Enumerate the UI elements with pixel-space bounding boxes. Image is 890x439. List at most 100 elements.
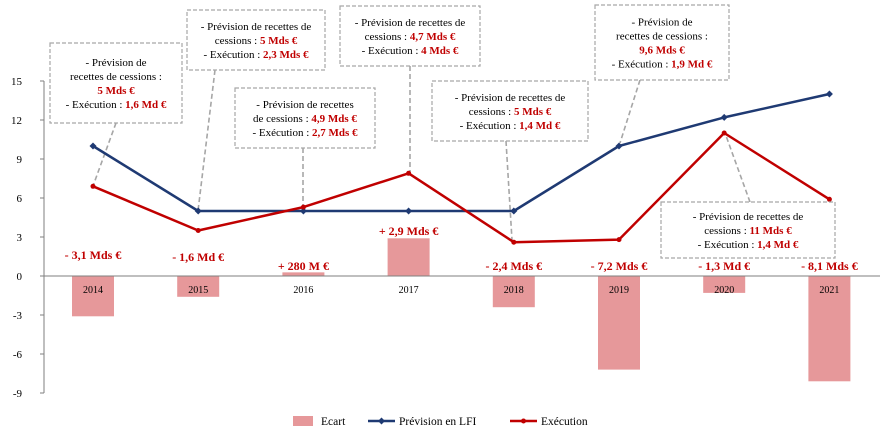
annotation-line: - Prévision de [85, 57, 146, 69]
ecart-bar-2020 [703, 276, 746, 293]
ecart-label-2017: + 2,9 Mds € [379, 224, 439, 238]
ecart-label-2014: - 3,1 Mds € [65, 248, 122, 262]
annotation-line: cessions : 5 Mds € [215, 35, 298, 47]
annotation-line: - Exécution : 1,4 Md € [460, 120, 561, 132]
data-labels: - 3,1 Mds € - 1,6 Md € + 280 M € + 2,9 Mds … [65, 224, 858, 273]
annotation-text: cessions : [365, 31, 410, 43]
prevision-lfi-line [92, 92, 830, 213]
annotation-line: 5 Mds € [97, 85, 135, 97]
ecart-bar-2021 [808, 276, 851, 382]
ecart-label-2016: + 280 M € [278, 259, 329, 273]
y-tick-label: -6 [13, 349, 23, 361]
annotation-value: 9,6 Mds € [639, 45, 685, 57]
x-category-label-2015: 2015 [188, 285, 208, 296]
annotation-line: - Prévision de recettes de [201, 21, 312, 33]
y-tick-label: 0 [17, 271, 23, 283]
ecart-bar-2016 [282, 272, 325, 276]
annotation-line: recettes de cessions : [70, 71, 162, 83]
x-category-label-2014: 2014 [83, 285, 103, 296]
annotation-text: de cessions : [253, 113, 311, 125]
annotation-line: cessions : 4,7 Mds € [365, 31, 456, 43]
annotation-value: 5 Mds € [260, 35, 298, 47]
x-category-label-2017: 2017 [399, 285, 419, 296]
annotation-text: - Prévision de recettes [256, 99, 353, 111]
annotation-connector-2019 [619, 79, 641, 144]
annotation-text: - Exécution : [460, 120, 520, 132]
prevision-lfi-point-2020 [720, 113, 728, 121]
ecart-bar-2018 [492, 276, 535, 308]
ecart-bar-2017 [387, 238, 430, 276]
annotation-line: - Exécution : 4 Mds € [362, 45, 459, 57]
annotation-connector-2018 [505, 140, 513, 241]
annotation-text: cessions : [215, 35, 260, 47]
legend: Ecart Prévision en LFI Exécution [293, 416, 588, 428]
annotation-line: - Prévision de recettes de [455, 92, 566, 104]
execution-point-2019 [616, 237, 622, 243]
prevision-lfi-point-2019 [615, 142, 623, 150]
annotation-line: cessions : 11 Mds € [704, 225, 792, 237]
ecart-bars [72, 238, 851, 382]
execution-line [92, 131, 831, 244]
y-tick-label: 3 [17, 232, 23, 244]
annotation-value: 4 Mds € [421, 45, 459, 57]
annotation-boxes: - Prévision de recettes de cessions : 5 Md… [49, 4, 836, 259]
line-series [89, 90, 833, 245]
annotation-box-2014 [49, 42, 183, 124]
ecart-bar-2015 [177, 276, 220, 297]
annotation-text: recettes de cessions : [616, 31, 708, 43]
annotation-box-2020 [660, 201, 836, 259]
annotation-text: - Prévision de recettes de [693, 211, 804, 223]
annotation-line: - Prévision de recettes de [693, 211, 804, 223]
execution-point-2018 [511, 239, 517, 245]
annotation-box-2016 [234, 87, 376, 149]
ecart-label-2019: - 7,2 Mds € [591, 259, 648, 273]
annotation-text: - Exécution : [698, 239, 758, 251]
legend-marker-execution [521, 418, 526, 424]
x-category-label-2019: 2019 [609, 285, 629, 296]
y-tick-label: -3 [13, 310, 23, 322]
x-category-label-2016: 2016 [293, 285, 313, 296]
ecart-bar-2014 [72, 276, 114, 317]
x-category-label-2018: 2018 [504, 285, 524, 296]
legend-label-execution: Exécution [541, 416, 588, 428]
annotation-value: 1,4 Md € [757, 239, 799, 251]
annotation-value: 11 Mds € [750, 225, 793, 237]
annotation-box-2015 [186, 9, 326, 71]
annotation-value: 2,3 Mds € [263, 49, 309, 61]
annotation-line: - Prévision de recettes [256, 99, 353, 111]
annotation-value: 2,7 Mds € [312, 127, 358, 139]
annotation-connector-2015 [197, 69, 216, 212]
legend-label-prevision-lfi: Prévision en LFI [399, 416, 476, 428]
annotation-text: - Prévision de recettes de [201, 21, 312, 33]
annotation-line: - Prévision de recettes de [355, 17, 466, 29]
annotation-value: 4,7 Mds € [410, 31, 456, 43]
legend-label-ecart: Ecart [321, 416, 346, 428]
annotation-line: cessions : 5 Mds € [469, 106, 552, 118]
annotation-box-2018 [431, 80, 589, 142]
annotation-line: de cessions : 4,9 Mds € [253, 113, 357, 125]
annotation-line: - Exécution : 1,9 Md € [612, 59, 713, 71]
annotation-value: 5 Mds € [97, 85, 135, 97]
y-tick-label: -9 [13, 388, 23, 400]
annotation-text: - Exécution : [66, 99, 126, 111]
annotation-connectors [92, 66, 751, 241]
axes: 15 12 9 6 3 0 -3 -6 -9 2014 2015 2016 2017 2018 2019 20… [11, 76, 880, 400]
annotation-text: cessions : [469, 106, 514, 118]
y-tick-label: 6 [17, 193, 23, 205]
x-category-label-2020: 2020 [714, 285, 734, 296]
ecart-bar-2019 [598, 276, 640, 370]
annotation-text: - Prévision de [631, 17, 692, 29]
annotation-line: - Exécution : 1,4 Md € [698, 239, 799, 251]
annotation-text: cessions : [704, 225, 749, 237]
annotation-text: - Prévision de [85, 57, 146, 69]
ecart-label-2020: - 1,3 Md € [698, 259, 750, 273]
annotation-line: - Prévision de [631, 17, 692, 29]
annotation-text: - Exécution : [612, 59, 672, 71]
annotation-value: 5 Mds € [514, 106, 552, 118]
execution-point-2016 [300, 204, 306, 210]
ecart-label-2018: - 2,4 Mds € [485, 259, 542, 273]
annotation-value: 1,6 Md € [125, 99, 167, 111]
annotation-value: 4,9 Mds € [311, 113, 357, 125]
y-tick-label: 12 [11, 115, 22, 127]
